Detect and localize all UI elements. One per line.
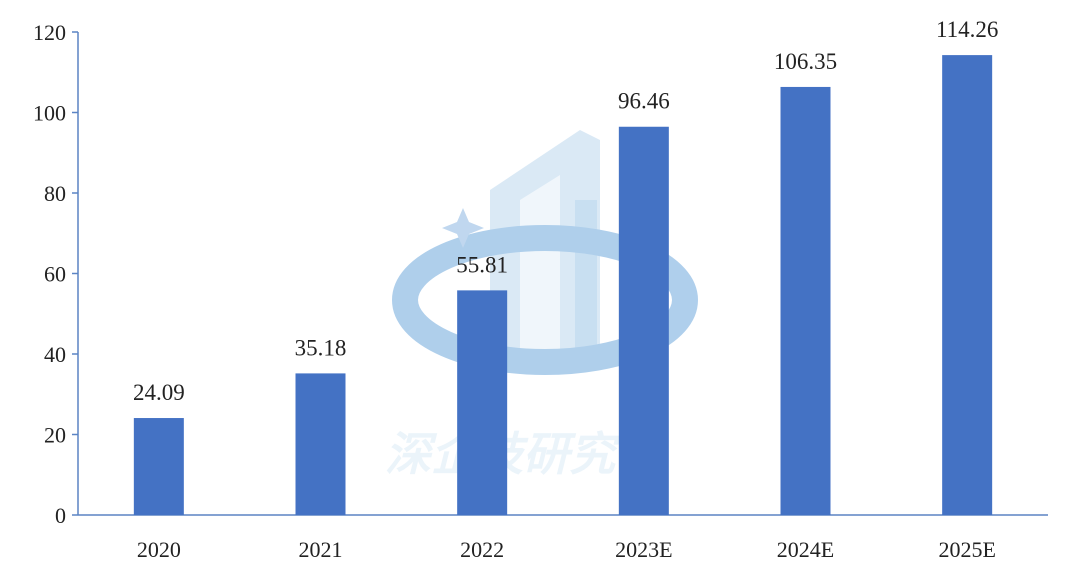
- x-axis-ticks: 2020 2021 2022 2023E 2024E 2025E: [137, 537, 996, 562]
- y-tick-label: 0: [55, 503, 66, 528]
- x-tick-label: 2023E: [615, 537, 672, 562]
- y-tick-label: 60: [44, 262, 66, 287]
- y-tick-label: 100: [33, 101, 66, 126]
- bars: [133, 55, 993, 515]
- x-tick-label: 2024E: [777, 537, 834, 562]
- data-label: 114.26: [936, 17, 998, 42]
- data-labels: 24.09 35.18 55.81 96.46 106.35 114.26: [133, 17, 998, 405]
- data-label: 55.81: [456, 252, 508, 277]
- x-tick-label: 2020: [137, 537, 181, 562]
- x-tick-label: 2022: [460, 537, 504, 562]
- bar: [295, 373, 346, 515]
- y-tick-label: 20: [44, 423, 66, 448]
- y-axis-ticks: 0 20 40 60 80 100 120: [33, 20, 78, 528]
- x-tick-label: 2021: [299, 537, 343, 562]
- data-label: 106.35: [774, 49, 837, 74]
- y-tick-label: 120: [33, 20, 66, 45]
- data-label: 96.46: [618, 89, 670, 114]
- data-label: 35.18: [295, 335, 347, 360]
- data-label: 24.09: [133, 380, 185, 405]
- y-tick-label: 40: [44, 342, 66, 367]
- x-tick-label: 2025E: [938, 537, 995, 562]
- bar: [457, 290, 508, 515]
- bar: [618, 126, 669, 515]
- bar: [133, 418, 184, 515]
- y-tick-label: 80: [44, 181, 66, 206]
- bar: [780, 86, 831, 515]
- bar: [942, 55, 993, 515]
